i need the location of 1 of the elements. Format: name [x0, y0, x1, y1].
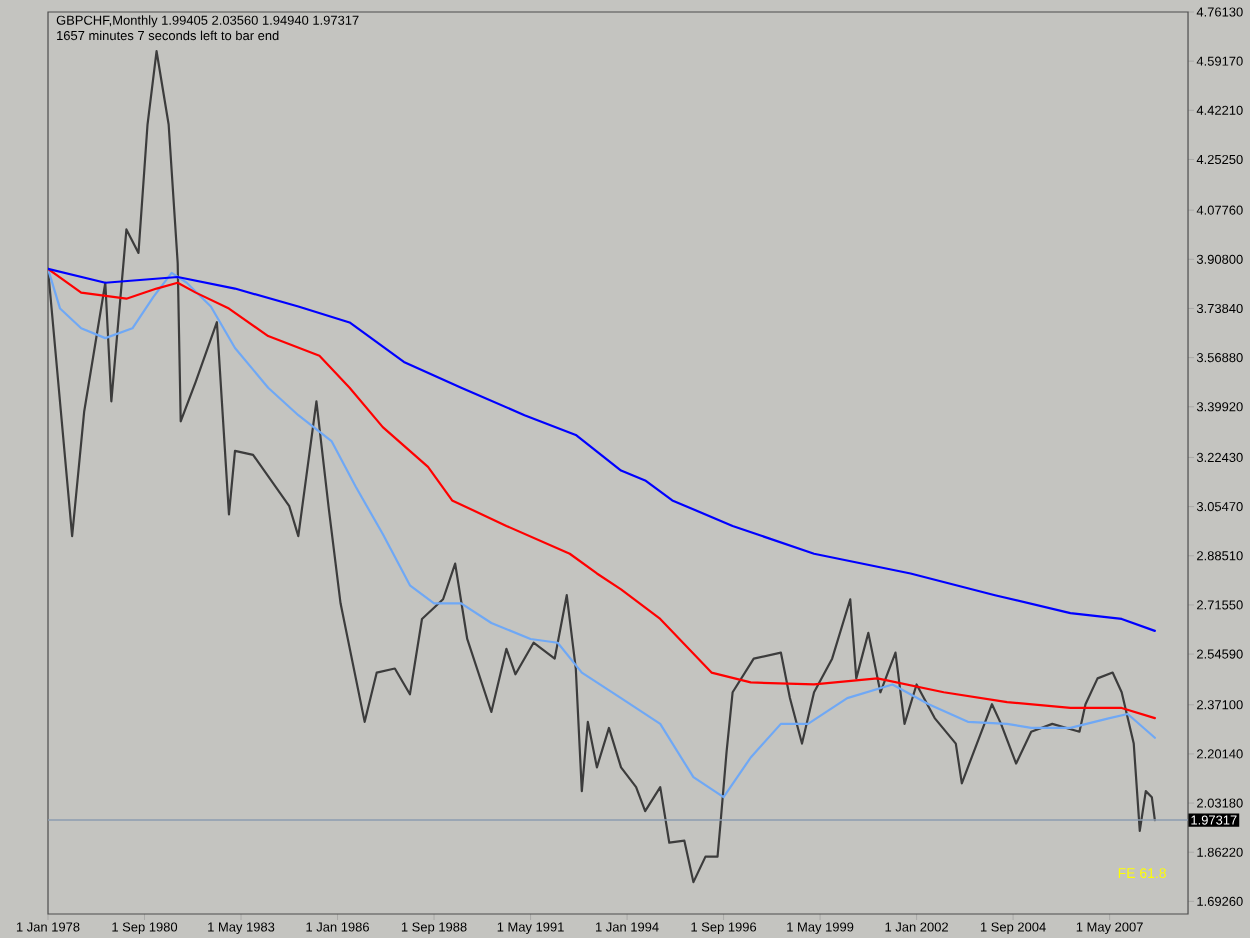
- line-series: [48, 267, 1156, 632]
